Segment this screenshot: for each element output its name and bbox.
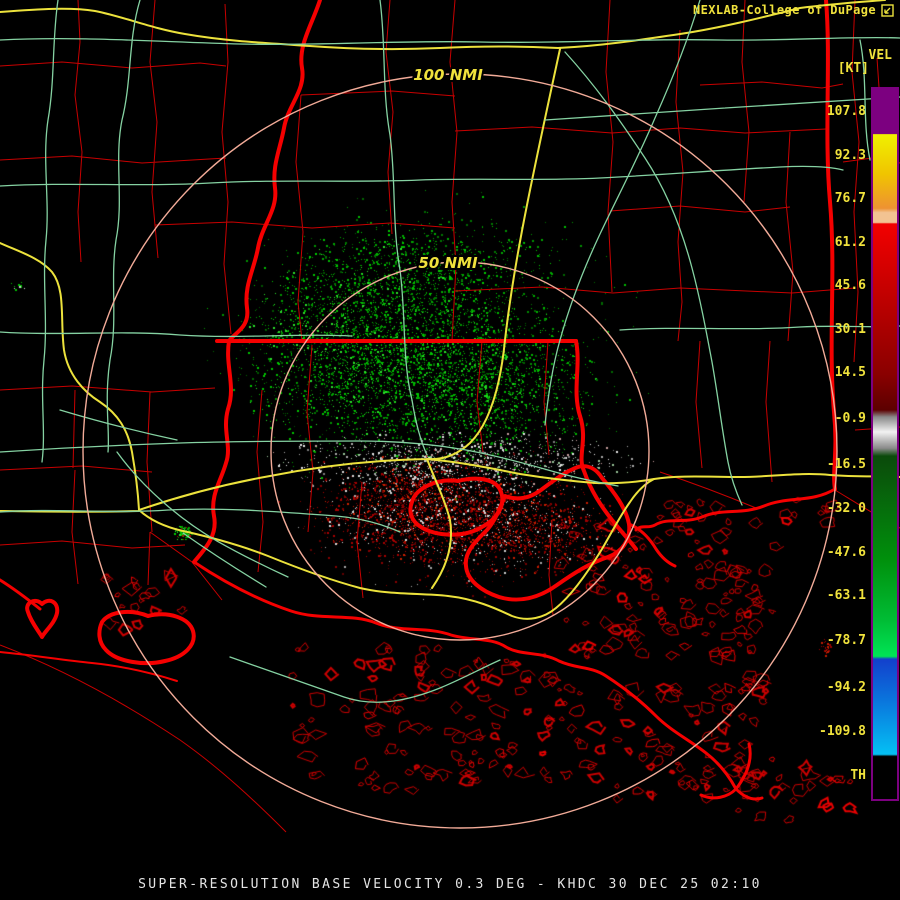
colorbar-tick-label: 76.7 xyxy=(834,191,866,206)
west-bayou-line xyxy=(0,651,178,682)
colorbar-tick-label: -63.1 xyxy=(826,588,866,603)
brand-text: NEXLAB-College of DuPage xyxy=(693,3,876,17)
colorbar-unit-label-vel: VEL xyxy=(868,48,892,63)
delta-bird-foot xyxy=(699,742,764,801)
us-highway-lines-b xyxy=(0,325,900,703)
colorbar-tick-label: -0.9 xyxy=(834,411,866,426)
arrow-box-icon xyxy=(881,3,894,17)
county-boundary-lines-south xyxy=(0,340,900,833)
brand-title: NEXLAB-College of DuPage xyxy=(693,3,894,17)
range-ring-label-50: 50 NMI xyxy=(418,254,478,272)
colorbar-tick-label: 107.8 xyxy=(826,104,866,119)
interstate-north-east-west xyxy=(0,0,886,51)
colorbar-tick-label: 30.1 xyxy=(834,322,866,337)
state-line-ms-al xyxy=(824,0,838,491)
west-lake-small xyxy=(25,598,60,639)
colorbar-tick-label: 45.6 xyxy=(834,278,866,293)
lake-pontchartrain xyxy=(463,464,632,602)
county-boundaries xyxy=(0,0,900,833)
west-lake-large xyxy=(97,609,196,666)
colorbar-unit-label-kt: [KT] xyxy=(837,61,869,76)
range-rings: 100 NMI 50 NMI xyxy=(82,64,838,829)
colorbar-tick-label: -78.7 xyxy=(826,633,866,648)
water-and-state-features xyxy=(0,0,838,801)
west-coast-edge xyxy=(0,578,42,611)
colorbar-tick-label: -32.0 xyxy=(826,501,866,516)
mississippi-river-lower xyxy=(192,339,233,564)
product-status-line: SUPER-RESOLUTION BASE VELOCITY 0.3 DEG -… xyxy=(138,877,762,892)
mississippi-river-upper xyxy=(227,0,322,343)
range-ring-50nmi xyxy=(270,261,650,641)
colorbar-tick-label: 14.5 xyxy=(834,365,866,380)
colorbar-tick-label: 92.3 xyxy=(834,148,866,163)
colorbar-tick-label: -94.2 xyxy=(826,680,866,695)
interstate-55 xyxy=(426,48,561,589)
interstate-baton-rouge-branch xyxy=(0,242,140,513)
interstate-12-10-east xyxy=(138,458,900,511)
colorbar-tick-label: -47.6 xyxy=(826,545,866,560)
coastal-river-complex xyxy=(192,560,738,791)
gulf-coast-ms xyxy=(634,487,837,532)
rigolets-pass xyxy=(627,522,677,568)
interstate-10-new-orleans xyxy=(138,478,655,620)
pearl-river xyxy=(574,339,638,551)
colorbar-tick-label: -109.8 xyxy=(819,724,866,739)
colorbar-tick-label: TH xyxy=(850,768,866,783)
colorbar-tick-label: 61.2 xyxy=(834,235,866,250)
interstate-highways xyxy=(0,0,900,620)
us-highways xyxy=(0,0,900,703)
county-boundary-lines-north xyxy=(0,0,900,431)
velocity-colorbar xyxy=(871,87,899,801)
colorbar-tick-label: -16.5 xyxy=(826,457,866,472)
range-ring-label-100: 100 NMI xyxy=(413,66,483,84)
range-ring-100nmi xyxy=(82,73,838,829)
us-highway-lines-a xyxy=(0,0,900,506)
